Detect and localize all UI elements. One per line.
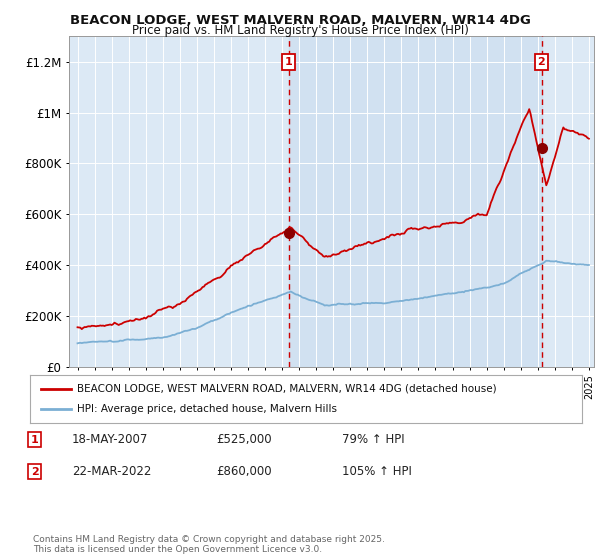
Text: 2: 2 <box>538 57 545 67</box>
Bar <box>289 36 542 367</box>
Text: £860,000: £860,000 <box>216 465 272 478</box>
Text: Contains HM Land Registry data © Crown copyright and database right 2025.
This d: Contains HM Land Registry data © Crown c… <box>33 535 385 554</box>
Text: 2: 2 <box>31 466 38 477</box>
Text: 79% ↑ HPI: 79% ↑ HPI <box>342 433 404 446</box>
Text: BEACON LODGE, WEST MALVERN ROAD, MALVERN, WR14 4DG: BEACON LODGE, WEST MALVERN ROAD, MALVERN… <box>70 14 530 27</box>
Text: BEACON LODGE, WEST MALVERN ROAD, MALVERN, WR14 4DG (detached house): BEACON LODGE, WEST MALVERN ROAD, MALVERN… <box>77 384 497 394</box>
Text: HPI: Average price, detached house, Malvern Hills: HPI: Average price, detached house, Malv… <box>77 404 337 414</box>
Text: 105% ↑ HPI: 105% ↑ HPI <box>342 465 412 478</box>
Text: 1: 1 <box>31 435 38 445</box>
Text: Price paid vs. HM Land Registry's House Price Index (HPI): Price paid vs. HM Land Registry's House … <box>131 24 469 37</box>
Text: 1: 1 <box>284 57 292 67</box>
Text: 18-MAY-2007: 18-MAY-2007 <box>72 433 148 446</box>
Text: £525,000: £525,000 <box>216 433 272 446</box>
Text: 22-MAR-2022: 22-MAR-2022 <box>72 465 151 478</box>
